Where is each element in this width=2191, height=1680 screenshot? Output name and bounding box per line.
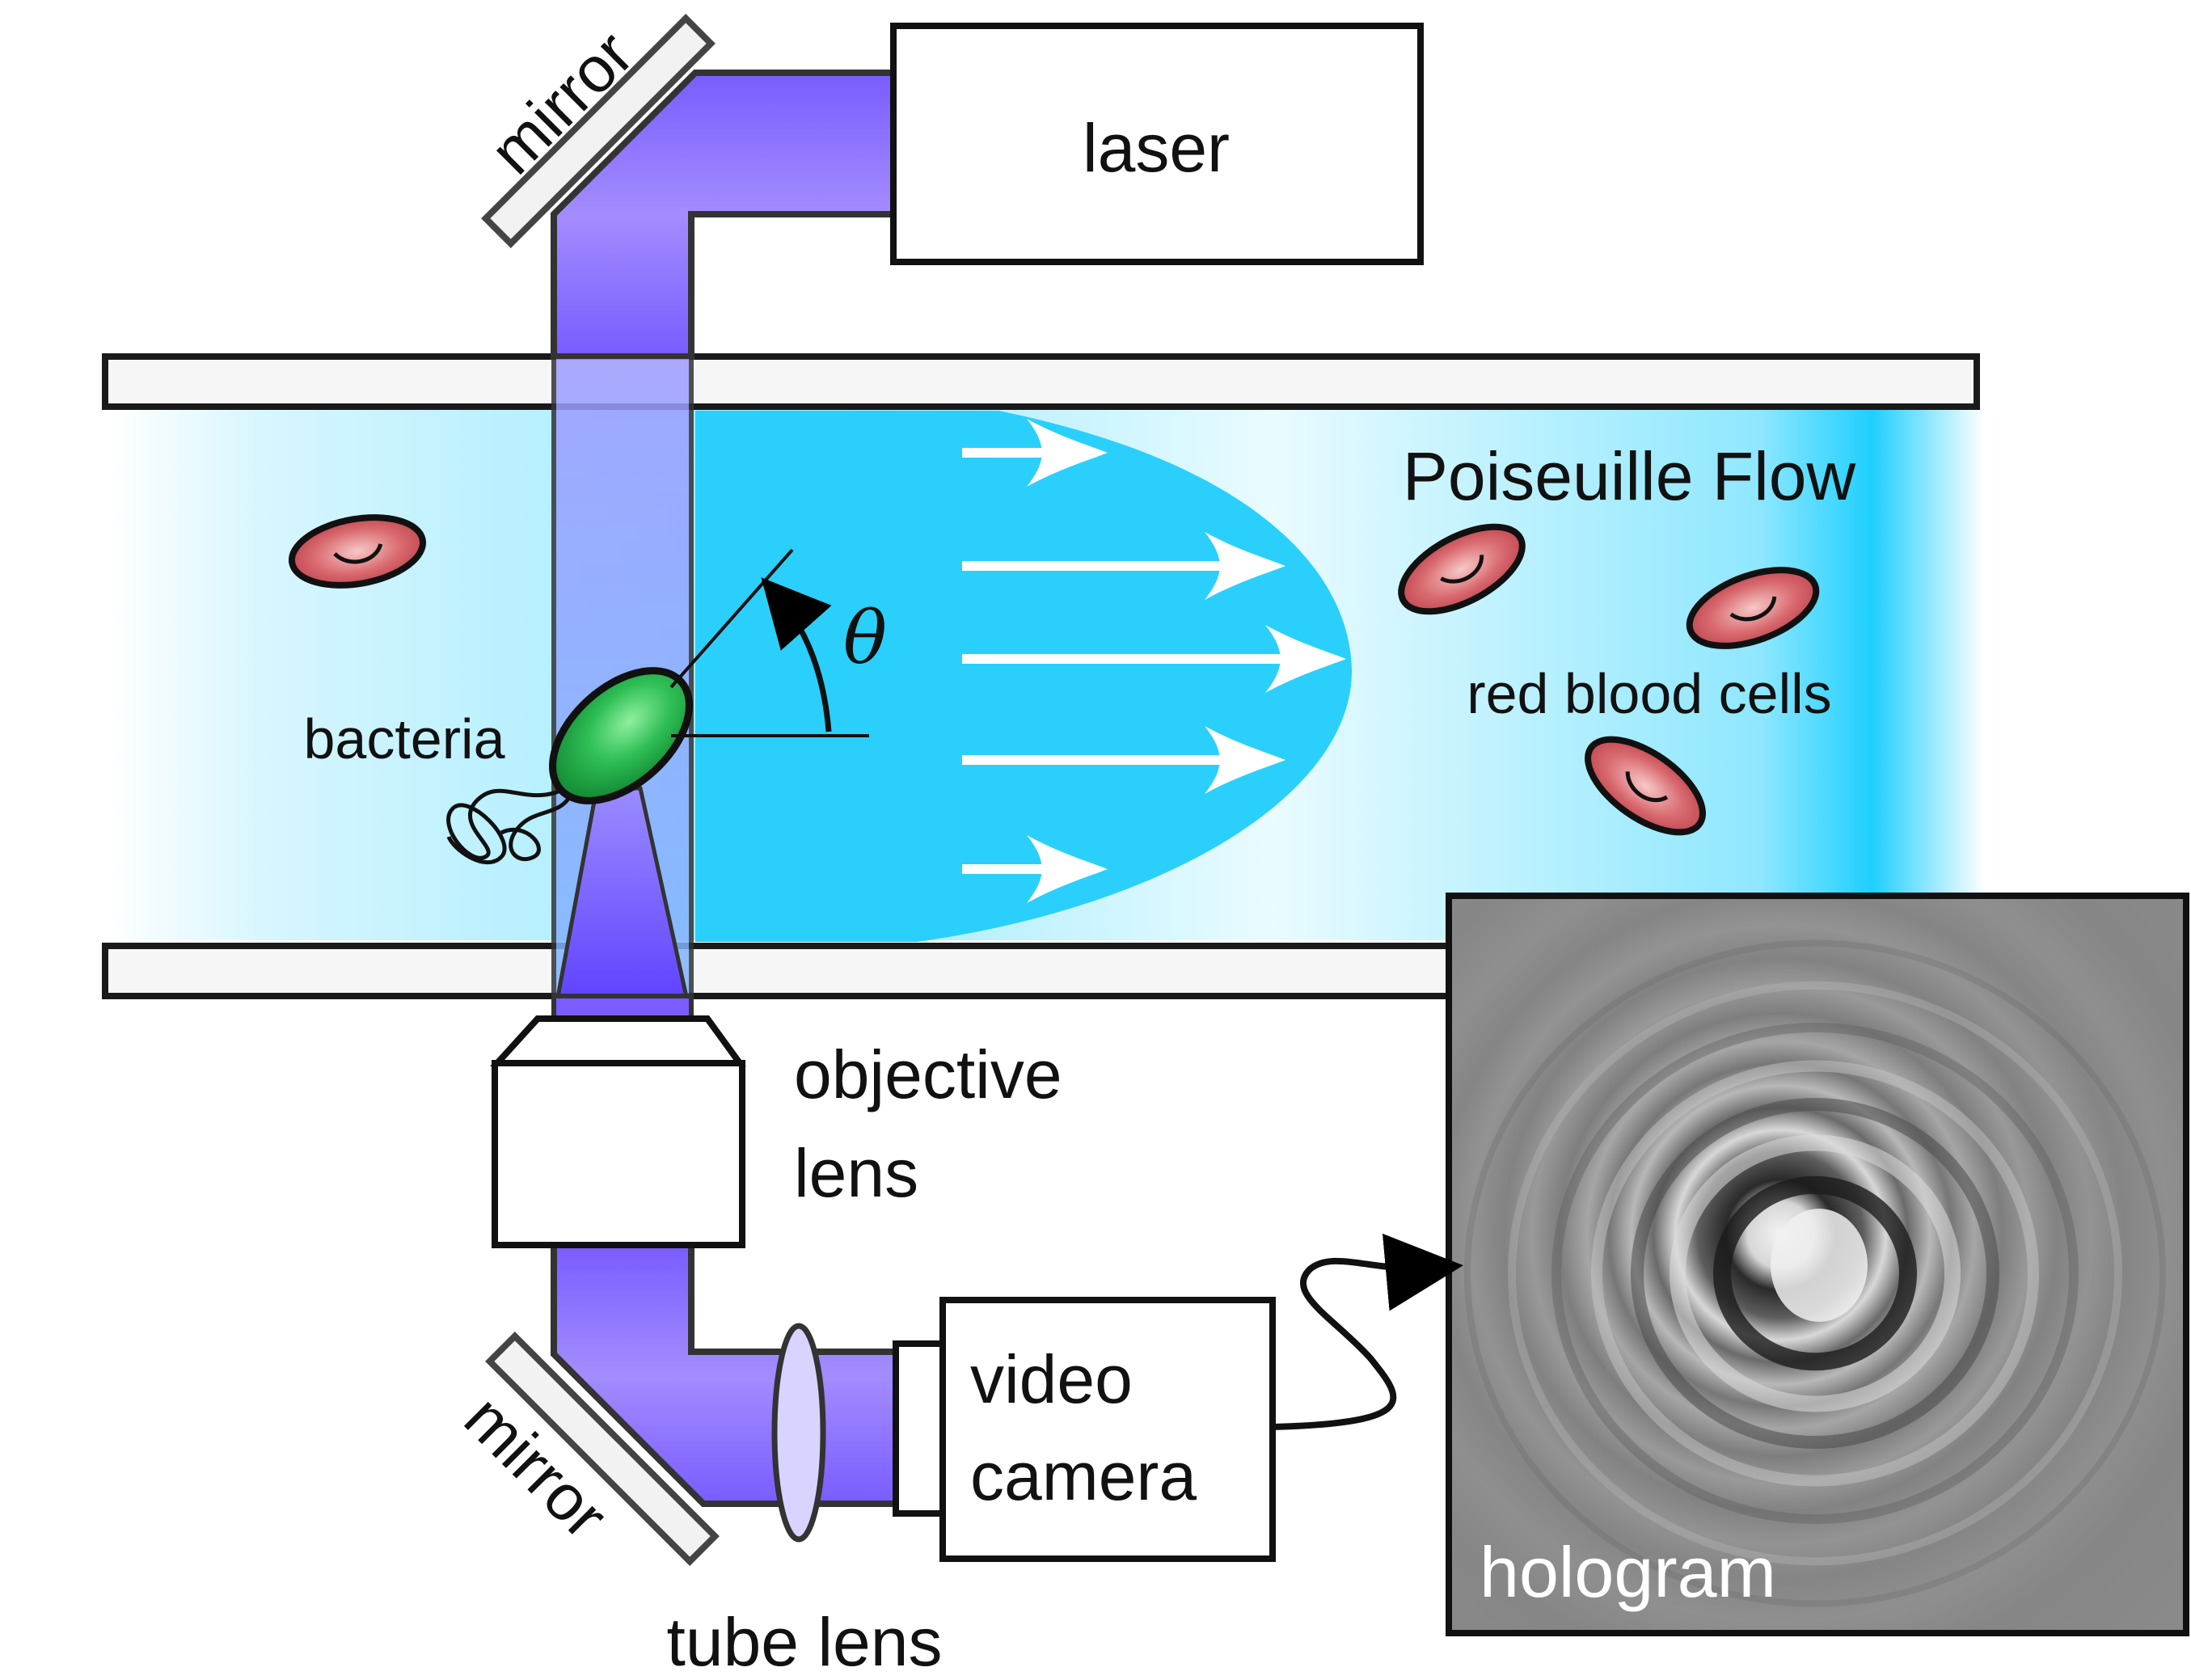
camera-body	[943, 1300, 1273, 1559]
tube-lens-label: tube lens	[667, 1604, 943, 1680]
flow-arrow-shaft	[962, 755, 1221, 765]
angle-label: θ	[843, 596, 887, 681]
flow-arrow-shaft	[962, 654, 1281, 664]
objective-lens-body	[495, 1063, 742, 1245]
channel-wall-top	[105, 357, 1977, 407]
hologram-label: hologram	[1480, 1532, 1776, 1612]
tube-lens	[775, 1326, 823, 1539]
camera-mount	[896, 1344, 943, 1513]
flow-arrow-shaft	[962, 864, 1043, 874]
flow-arrow-shaft	[962, 561, 1221, 571]
flow-arrow-shaft	[962, 448, 1043, 458]
objective-label-2: lens	[794, 1135, 918, 1211]
laser-label: laser	[1083, 110, 1230, 186]
hologram-center	[1771, 1209, 1868, 1322]
bacteria-label: bacteria	[303, 707, 504, 770]
flow-label: Poiseuille Flow	[1403, 438, 1856, 514]
camera-cable	[1273, 1261, 1437, 1427]
objective-lens-top	[497, 1019, 740, 1063]
rbc-label: red blood cells	[1467, 662, 1831, 725]
objective-label-1: objective	[794, 1036, 1062, 1112]
camera-label-1: video	[970, 1341, 1133, 1417]
camera-label-2: camera	[970, 1438, 1197, 1514]
beam-below-wall	[554, 996, 691, 1019]
